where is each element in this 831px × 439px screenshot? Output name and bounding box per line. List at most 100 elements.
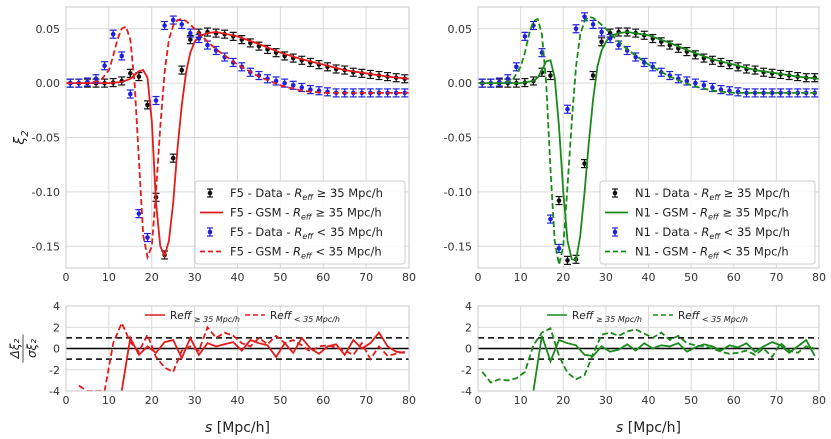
x-tick-label: 60 <box>316 394 330 407</box>
data-point <box>794 71 802 82</box>
data-point <box>306 85 314 95</box>
panel-top-left: 0 10 20 30 40 50 60 70 80 -0.15 -0.10 -0.05 0.00 0.05… <box>12 6 416 284</box>
data-point <box>178 19 186 29</box>
x-tick-label: 0 <box>475 271 482 284</box>
x-tick-label: 20 <box>145 394 159 407</box>
x-tick-label: 70 <box>359 271 373 284</box>
data-point <box>143 232 151 243</box>
plot-area <box>78 320 405 391</box>
data-point <box>109 29 117 39</box>
y-tick-label: -0.05 <box>32 132 60 145</box>
legend: F5 - Data - Reff ≥ 35 Mpc/h F5 - GSM - Re… <box>194 180 406 265</box>
panel-bottom-left: 0 10 20 30 40 50 60 70 80 -4 -2 0 2 4 Δξ₂ σξ₂ s [Mpc/h] R… <box>8 300 416 436</box>
data-point <box>725 86 733 96</box>
data-point <box>564 255 572 265</box>
y-tick-label: 4 <box>53 300 60 313</box>
y-tick-label: 0.00 <box>36 77 61 90</box>
y-tick-label: 4 <box>465 300 472 313</box>
x-tick-label: 50 <box>273 271 287 284</box>
data-point <box>760 88 768 98</box>
y-tick-label: -4 <box>461 385 472 398</box>
legend-label: Reff ≥ 35 Mpc/h <box>572 310 642 324</box>
x-tick-label: 30 <box>599 394 613 407</box>
legend: N1 - Data - Reff ≥ 35 Mpc/h N1 - GSM - Re… <box>599 180 816 265</box>
x-tick-label: 30 <box>188 394 202 407</box>
data-point <box>118 51 126 61</box>
x-tick-label: 10 <box>102 271 116 284</box>
x-tick-label: 50 <box>684 271 698 284</box>
data-point <box>564 104 572 114</box>
x-tick-label: 20 <box>556 271 570 284</box>
x-tick-label: 80 <box>402 394 416 407</box>
data-point <box>135 71 143 82</box>
x-tick-label: 50 <box>684 394 698 407</box>
legend-label: N1 - GSM - Reff < 35 Mpc/h <box>635 245 789 261</box>
x-tick-label: 40 <box>231 394 245 407</box>
data-point <box>152 95 160 106</box>
x-tick-label: 0 <box>63 394 70 407</box>
y-tick-label: 2 <box>53 321 60 334</box>
panel-bottom-right: 0 10 20 30 40 50 60 70 80 -4 -2 0 2 4 s [Mpc/h] Reff ≥ … <box>461 300 826 436</box>
x-tick-label: 10 <box>514 394 528 407</box>
x-axis-label: s [Mpc/h] <box>616 420 681 436</box>
series-line <box>481 327 815 384</box>
plot-area <box>478 12 819 265</box>
x-tick-label: 0 <box>475 394 482 407</box>
y-tick-label: 0.00 <box>448 77 473 90</box>
x-axis-label: s [Mpc/h] <box>205 420 270 436</box>
data-point <box>324 87 332 97</box>
data-point <box>700 80 708 90</box>
data-point <box>272 76 280 86</box>
data-point <box>598 27 606 37</box>
series-line <box>532 335 816 391</box>
data-point <box>768 88 776 98</box>
y-tick-label: 0 <box>465 343 472 356</box>
y-tick-label: 0 <box>53 343 60 356</box>
x-tick-label: 40 <box>642 271 656 284</box>
y-tick-label: 2 <box>465 321 472 334</box>
data-point <box>640 57 648 68</box>
svg-text:σξ₂: σξ₂ <box>25 339 39 358</box>
legend-label: N1 - Data - Reff ≥ 35 Mpc/h <box>635 186 790 202</box>
data-point <box>238 35 246 45</box>
data-point <box>255 41 263 51</box>
x-tick-label: 80 <box>402 271 416 284</box>
series-line <box>478 31 819 262</box>
plot-area <box>66 15 409 261</box>
data-point <box>101 61 109 71</box>
legend-label: N1 - Data - Reff < 35 Mpc/h <box>635 225 790 241</box>
legend-label: F5 - GSM - Reff ≥ 35 Mpc/h <box>230 206 382 222</box>
x-tick-label: 60 <box>316 271 330 284</box>
panel-top-right: 0 10 20 30 40 50 60 70 80 -0.15 -0.10 -0.05 0.00 0.05… <box>444 6 826 284</box>
data-point <box>178 65 186 75</box>
data-point <box>811 88 819 98</box>
x-tick-label: 30 <box>599 271 613 284</box>
svg-text:Δξ₂: Δξ₂ <box>8 338 22 359</box>
y-tick-label: -0.10 <box>32 186 60 199</box>
legend: Reff ≥ 35 Mpc/h Reff < 35 Mpc/h <box>547 310 748 324</box>
legend-box <box>599 180 816 265</box>
y-tick-label: -0.10 <box>444 186 472 199</box>
axes-frame <box>477 305 820 392</box>
data-point <box>649 62 657 72</box>
data-point <box>777 88 785 98</box>
axes-frame <box>65 6 410 269</box>
data-point <box>572 24 580 34</box>
x-tick-label: 50 <box>273 394 287 407</box>
series-line <box>120 331 405 391</box>
series-line <box>66 18 409 261</box>
x-tick-label: 60 <box>727 394 741 407</box>
x-tick-label: 80 <box>812 271 826 284</box>
x-tick-label: 40 <box>642 394 656 407</box>
data-point <box>734 87 742 97</box>
data-point <box>169 153 177 163</box>
y-tick-label: -0.15 <box>32 240 60 253</box>
data-point <box>589 19 597 29</box>
data-point <box>666 70 674 81</box>
legend-label: F5 - GSM - Reff < 35 Mpc/h <box>230 245 382 261</box>
data-point <box>785 88 793 98</box>
y-axis-label: ξ2 <box>12 130 31 145</box>
legend-label: Reff ≥ 35 Mpc/h <box>170 310 240 324</box>
y-tick-label: -2 <box>461 364 472 377</box>
